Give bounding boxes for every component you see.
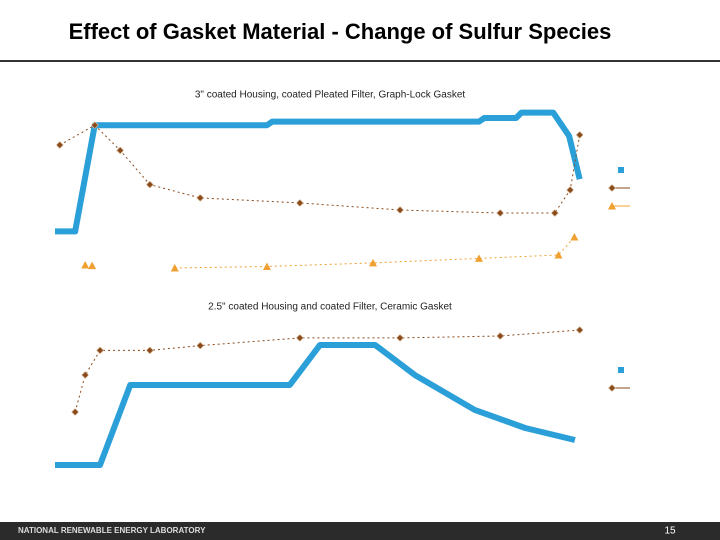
series-line: [170, 232, 579, 272]
chart-title: 3" coated Housing, coated Pleated Filter…: [195, 90, 466, 101]
series-line: [60, 125, 580, 213]
footer-bar: [0, 522, 720, 540]
series-line: [55, 109, 583, 235]
slide-title: Effect of Gasket Material - Change of Su…: [69, 19, 612, 44]
series-line: [81, 261, 97, 270]
page-number: 15: [664, 526, 676, 537]
legend-swatch: [618, 367, 624, 373]
legend-swatch: [618, 167, 624, 173]
footer-text: NATIONAL RENEWABLE ENERGY LABORATORY: [18, 526, 206, 535]
title-rule: [0, 60, 720, 62]
series-line: [55, 341, 576, 468]
chart-title: 2.5" coated Housing and coated Filter, C…: [208, 302, 452, 313]
